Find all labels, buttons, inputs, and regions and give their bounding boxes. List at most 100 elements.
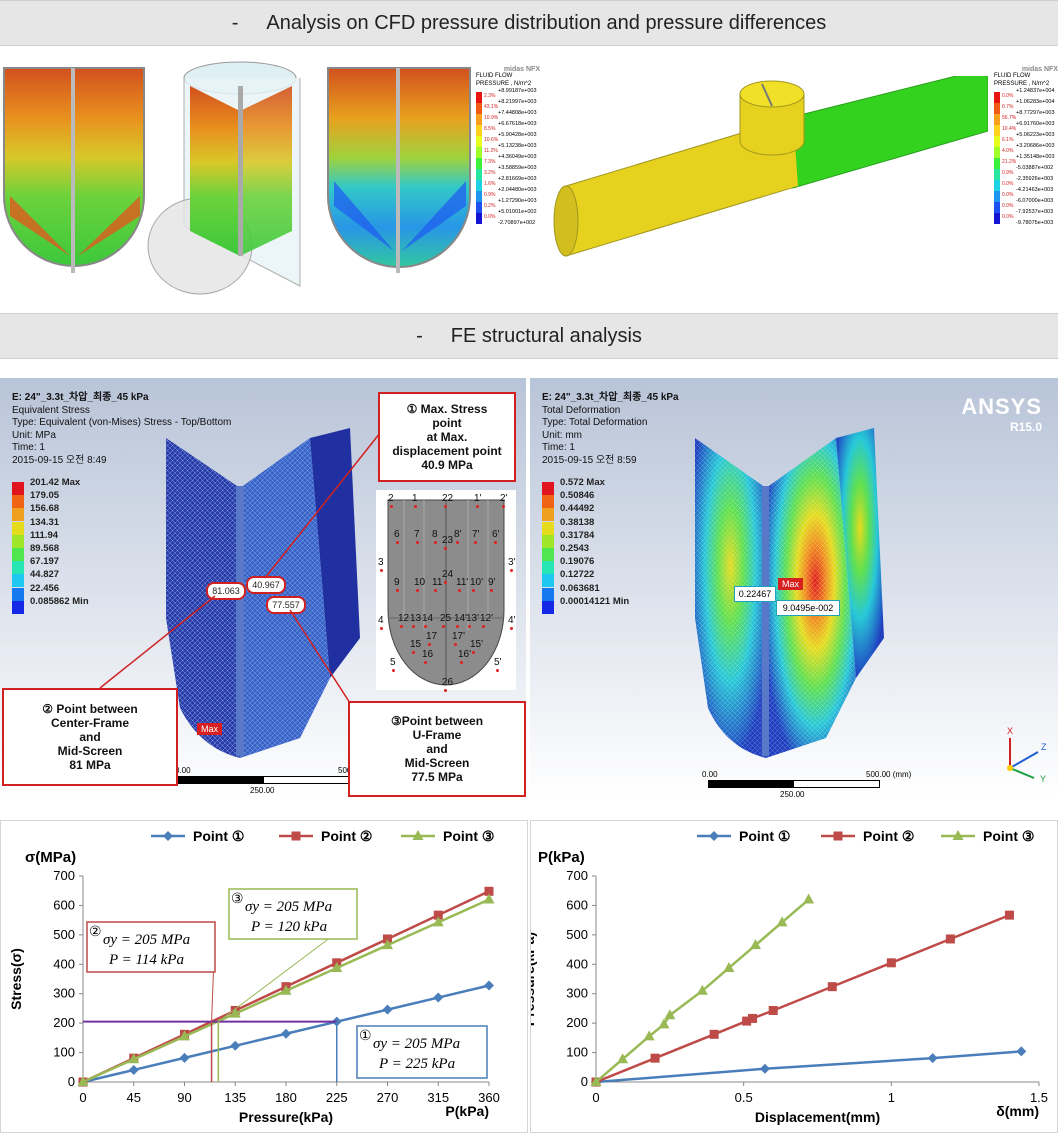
diagram-point-marker: [428, 643, 431, 646]
diagram-point-label: 12: [398, 613, 410, 624]
legend-percent: 0.0%: [1002, 192, 1014, 199]
legend-swatch: [542, 574, 554, 588]
deformation-model-svg: [695, 428, 884, 758]
diagram-point-label: 2: [388, 493, 394, 504]
legend-label: Point ③: [443, 828, 494, 844]
screen-diagram-svg: [387, 499, 505, 686]
data-point: [776, 916, 788, 927]
diagram-point-label: 5: [390, 657, 396, 668]
legend-swatch: [994, 180, 1000, 192]
legend-percent: 7.3%: [484, 159, 496, 166]
legend-swatch: [12, 548, 24, 561]
legend-swatch: [994, 92, 1000, 104]
annotation-number: ①: [359, 1028, 372, 1044]
legend-percent: 0.9%: [484, 192, 496, 199]
legend-value: 0.2543: [560, 543, 590, 554]
legend-value: 179.05: [30, 490, 60, 502]
legend-swatch: [12, 508, 24, 522]
diagram-point-label: 26: [442, 677, 454, 688]
annotation-box: [228, 888, 358, 940]
stress-header-line: Type: Equivalent (von-Mises) Stress - To…: [12, 417, 232, 428]
legend-swatch: [12, 587, 24, 601]
legend-swatch: [12, 482, 24, 495]
x-tick-label: 1: [888, 1090, 895, 1105]
legend-swatch: [542, 600, 554, 614]
legend-percent: 0.2%: [484, 203, 496, 210]
legend-value: 0.00014121 Min: [560, 595, 630, 607]
displacement-chart-svg: 0 100 200 300 400 500 600 700 0 0.5 1 1.5 Point ① Poi…: [521, 828, 1048, 1125]
banner-dash: -: [416, 324, 423, 347]
x-axis-unit-label: δ(mm): [996, 1103, 1039, 1119]
callout-line: 81 MPa: [69, 758, 111, 772]
data-point: [412, 830, 424, 840]
legend-percent: 4.0%: [1002, 148, 1014, 155]
diagram-point-marker: [472, 651, 475, 654]
data-point: [650, 1053, 660, 1063]
pressure-displacement-chart: 0 100 200 300 400 500 600 700 0 0.5 1 1.5 Point ① Poi…: [521, 820, 1058, 1133]
diagram-point-marker: [414, 505, 417, 508]
legend-value: 0.50846: [560, 490, 595, 502]
cfd-screen-renders: [0, 56, 560, 296]
legend-value: 156.68: [30, 503, 60, 515]
legend-value: 0.19076: [560, 556, 595, 568]
y-tick-label: 300: [566, 986, 588, 1001]
data-point: [709, 1029, 719, 1039]
x-tick-label: 315: [427, 1090, 449, 1105]
legend-label: Point ②: [863, 828, 914, 844]
y-tick-label: 100: [53, 1045, 75, 1060]
diagram-point-marker: [416, 589, 419, 592]
legend-percent: 10.4%: [1002, 126, 1017, 133]
ansys-logo: ANSYS R15.0: [961, 394, 1042, 434]
legend-value: +3.58859e+003: [498, 165, 537, 172]
diagram-point-marker: [496, 669, 499, 672]
diagram-point-marker: [424, 661, 427, 664]
data-point: [432, 916, 444, 927]
data-point: [1016, 1046, 1027, 1057]
data-point: [128, 1064, 139, 1075]
y-axis-label: Stress(σ): [8, 948, 24, 1010]
annotation-line-2: P = 120 kPa: [250, 919, 327, 935]
diagram-point-label: 17': [452, 631, 466, 642]
stress-header-line: Unit: MPa: [12, 429, 56, 441]
axis-z-label: Z: [1041, 742, 1047, 752]
y-tick-label: 700: [53, 868, 75, 883]
callout-line: and: [79, 730, 101, 744]
legend-value: +1.24837e+004: [1016, 88, 1055, 95]
data-point: [163, 831, 173, 841]
legend-value: 44.827: [30, 569, 60, 581]
stress-header-line: Time: 1: [12, 442, 45, 453]
annotation-number: ②: [89, 924, 102, 940]
scale-mid: 250.00: [780, 790, 805, 798]
stress-header-line: Equivalent Stress: [12, 404, 90, 416]
cfd-screen-back-view: [327, 67, 471, 273]
y-tick-label: 200: [53, 1015, 75, 1030]
callout-line: point: [432, 416, 462, 430]
legend-swatch: [476, 169, 482, 181]
data-point: [617, 1053, 629, 1064]
diagram-point-marker: [434, 589, 437, 592]
legend-percent: 1.6%: [484, 181, 496, 188]
diagram-point-label: 9: [394, 577, 400, 588]
diagram-point-label: 15': [470, 639, 484, 650]
diagram-point-label: 11: [432, 577, 443, 588]
data-point: [331, 961, 343, 972]
data-point: [768, 1005, 778, 1015]
legend-label: Point ①: [193, 828, 244, 844]
cfd-legend-left: midas NFX FLUID FLOW PRESSURE , N/m^2 +8…: [476, 66, 540, 234]
diagram-point-label: 25: [440, 613, 452, 624]
legend-swatch: [476, 103, 482, 115]
legend-swatch: [994, 191, 1000, 203]
legend-value: 22.456: [30, 582, 60, 594]
y-tick-label: 100: [566, 1045, 588, 1060]
diagram-point-label: 6: [394, 529, 400, 540]
scale-end: 500.00 (mm): [866, 770, 912, 779]
legend-swatch: [994, 169, 1000, 181]
x-tick-label: 90: [177, 1090, 191, 1105]
annotation-line-1: σy = 205 MPa: [373, 1036, 460, 1052]
legend-value: +7.44808e+003: [498, 110, 537, 117]
stress-header: E: 24"_3.3t_차압_최종_45 kPa Equivalent Stre…: [12, 392, 231, 467]
axis-x-label: X: [1007, 726, 1014, 736]
diagram-point-label: 15: [410, 639, 422, 650]
x-axis-unit-label: P(kPa): [445, 1103, 489, 1119]
x-tick-label: 45: [127, 1090, 141, 1105]
